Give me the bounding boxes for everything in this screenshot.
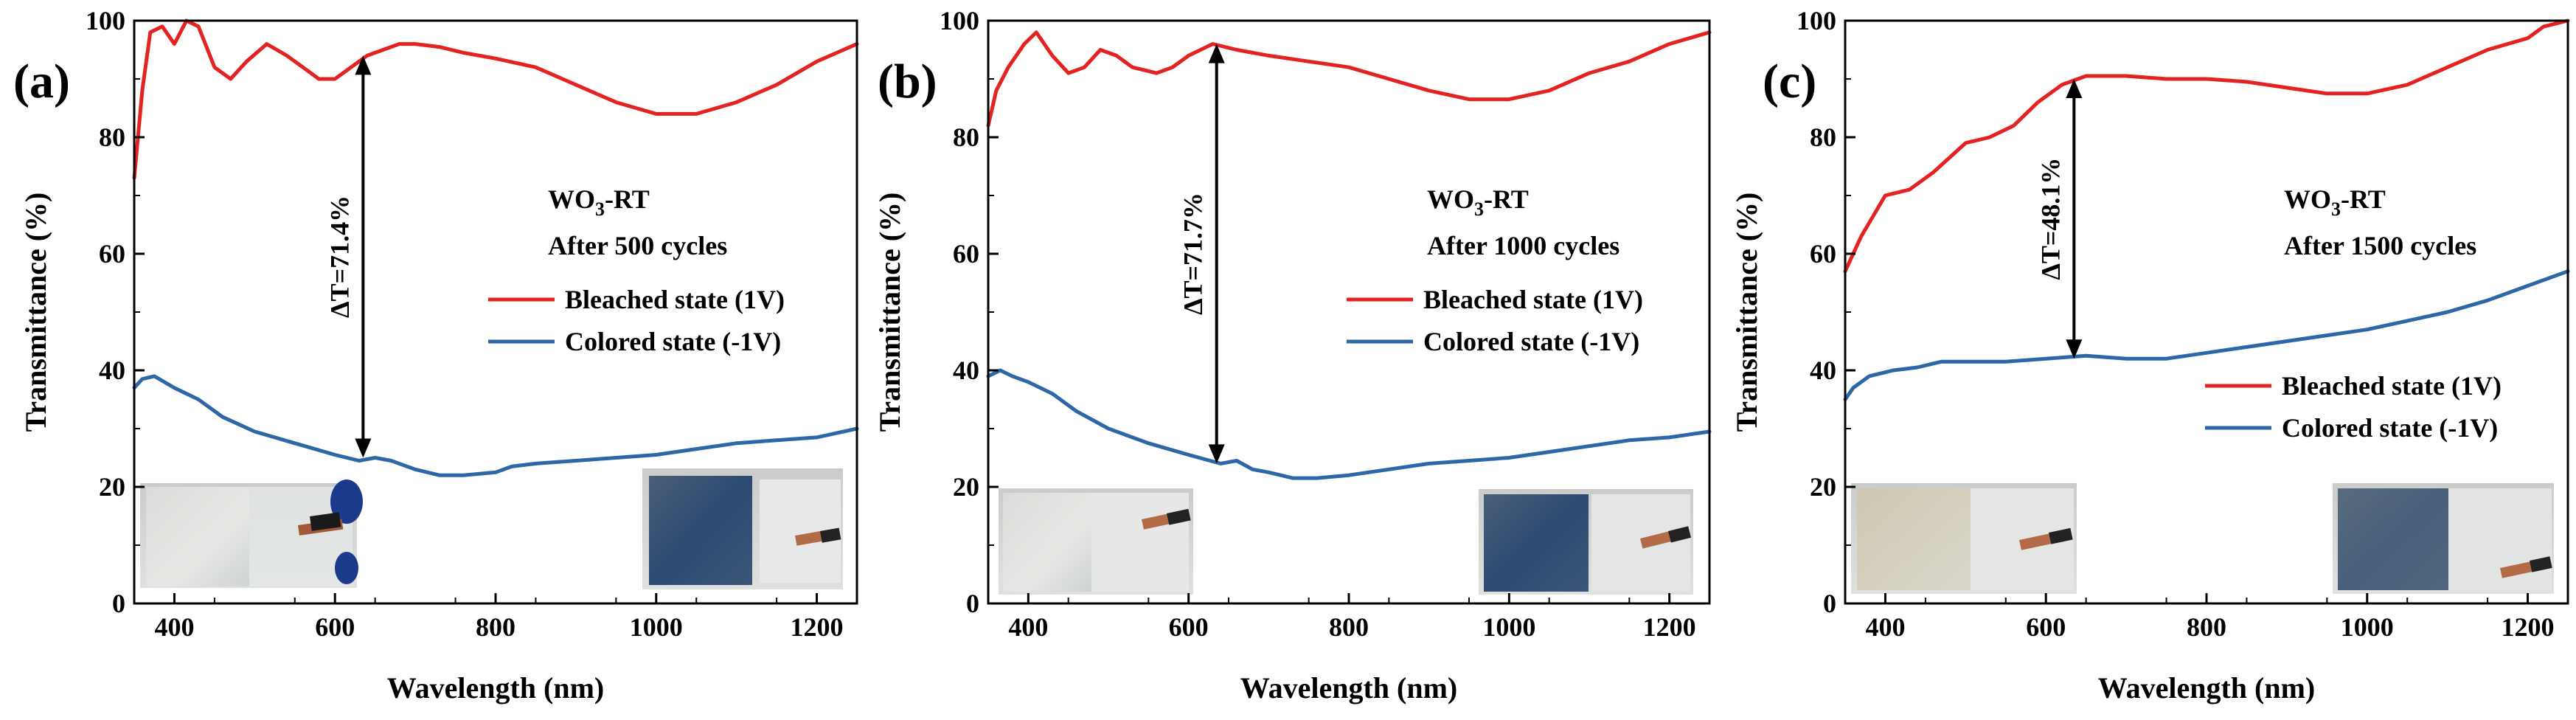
legend-label-colored-b: Colored state (-1V) — [1423, 327, 1639, 356]
y-tick-label-b: 20 — [953, 472, 979, 502]
delta-t-arrowhead-bottom-c — [2066, 339, 2083, 359]
chart-panel-a: 400 600 800 1000 1200 0 20 40 60 80 100 Wavelength … — [13, 6, 859, 705]
delta-t-arrowhead-top-b — [1208, 44, 1225, 63]
y-axis-title-a: Transmittance (%) — [19, 193, 52, 432]
cycle-count-c: After 1500 cycles — [2284, 231, 2476, 260]
y-tick-label-a: 80 — [99, 122, 125, 152]
delta-t-arrowhead-bottom-a — [355, 438, 372, 458]
x-tick-label-c: 800 — [2187, 612, 2226, 642]
sample-name-a: WO3-RT — [548, 184, 650, 220]
x-tick-label-c: 1200 — [2502, 612, 2555, 642]
x-axis-title-b: Wavelength (nm) — [1240, 671, 1457, 705]
y-tick-label-b: 60 — [953, 239, 979, 269]
legend-b: Bleached state (1V) Colored state (-1V) — [1347, 285, 1643, 356]
legend-label-bleached-c: Bleached state (1V) — [2282, 371, 2502, 401]
x-tick-label-b: 1000 — [1482, 612, 1535, 642]
inset-photo-colored-b — [1479, 489, 1693, 595]
legend-label-colored-a: Colored state (-1V) — [565, 327, 781, 356]
inset-photo-colored-a — [642, 468, 843, 589]
delta-t-arrowhead-top-a — [355, 55, 372, 75]
y-tick-label-a: 0 — [112, 589, 125, 618]
sample-name-b: WO3-RT — [1427, 184, 1529, 220]
y-tick-label-b: 0 — [966, 589, 979, 618]
x-tick-label-c: 1000 — [2341, 612, 2394, 642]
x-tick-label-a: 600 — [315, 612, 355, 642]
x-axis-title-a: Wavelength (nm) — [387, 671, 604, 705]
chart-panel-b: 400 600 800 1000 1200 0 20 40 60 80 100 Wavelength … — [873, 6, 1712, 705]
delta-t-label-b: ΔT=71.7% — [1178, 193, 1208, 315]
delta-t-arrowhead-bottom-b — [1208, 444, 1225, 464]
sample-name-c: WO3-RT — [2284, 184, 2386, 220]
series-line-colored-c — [1843, 269, 2570, 401]
y-tick-label-c: 80 — [1810, 122, 1836, 152]
y-tick-label-c: 100 — [1796, 6, 1836, 35]
x-tick-label-b: 800 — [1329, 612, 1369, 642]
y-axis-title-c: Transmittance (%) — [1730, 193, 1763, 432]
legend-c: Bleached state (1V) Colored state (-1V) — [2205, 371, 2502, 443]
y-tick-label-a: 60 — [99, 239, 125, 269]
inset-photo-bleached-c — [1851, 483, 2077, 594]
y-tick-label-c: 20 — [1810, 472, 1836, 502]
panel-letter-c: (c) — [1763, 55, 1816, 108]
x-tick-label-c: 600 — [2026, 612, 2066, 642]
panels: 400 600 800 1000 1200020406080100Wavelength … — [13, 6, 2570, 705]
x-tick-label-b: 600 — [1169, 612, 1209, 642]
x-tick-label-a: 800 — [476, 612, 515, 642]
inset-photo-bleached-a — [140, 480, 363, 588]
inset-photo-bleached-b — [999, 488, 1193, 595]
series-line-bleached-a — [132, 18, 859, 180]
x-axis-title-c: Wavelength (nm) — [2098, 671, 2315, 705]
panel-letter-a: (a) — [13, 55, 70, 108]
legend-label-bleached-a: Bleached state (1V) — [565, 285, 785, 314]
cycle-count-b: After 1000 cycles — [1427, 231, 1619, 260]
delta-t-label-a: ΔT=71.4% — [324, 195, 354, 318]
legend-label-colored-c: Colored state (-1V) — [2282, 413, 2498, 443]
x-tick-label-a: 400 — [154, 612, 194, 642]
cycle-count-a: After 500 cycles — [548, 231, 727, 260]
y-tick-label-a: 40 — [99, 356, 125, 385]
y-tick-label-b: 80 — [953, 122, 979, 152]
legend-label-bleached-b: Bleached state (1V) — [1423, 285, 1643, 314]
series-line-colored-b — [986, 368, 1712, 480]
inset-photos — [140, 468, 2554, 595]
y-tick-label-c: 0 — [1823, 589, 1836, 618]
y-tick-label-b: 40 — [953, 356, 979, 385]
panel-letter-b: (b) — [878, 55, 937, 108]
y-tick-label-b: 100 — [940, 6, 979, 35]
y-tick-label-c: 60 — [1810, 239, 1836, 269]
inset-photo-colored-c — [2333, 483, 2554, 594]
y-tick-label-c: 40 — [1810, 356, 1836, 385]
y-tick-label-a: 100 — [86, 6, 125, 35]
y-axis-title-b: Transmittance (%) — [873, 193, 906, 432]
x-tick-label-c: 400 — [1865, 612, 1905, 642]
chart-panel-c: 400 600 800 1000 1200 0 20 40 60 80 100 Wavelength … — [1730, 6, 2570, 705]
x-tick-label-b: 1200 — [1643, 612, 1696, 642]
delta-t-label-c: ΔT=48.1% — [2035, 158, 2065, 280]
y-tick-label-a: 20 — [99, 472, 125, 502]
x-tick-label-a: 1200 — [791, 612, 844, 642]
x-tick-label-b: 400 — [1008, 612, 1048, 642]
delta-t-arrowhead-top-c — [2066, 79, 2083, 98]
series-line-bleached-b — [986, 30, 1712, 128]
legend-a: Bleached state (1V) Colored state (-1V) — [488, 285, 785, 356]
series-line-colored-a — [132, 374, 859, 477]
series-line-bleached-c — [1843, 18, 2570, 274]
x-tick-label-a: 1000 — [630, 612, 683, 642]
